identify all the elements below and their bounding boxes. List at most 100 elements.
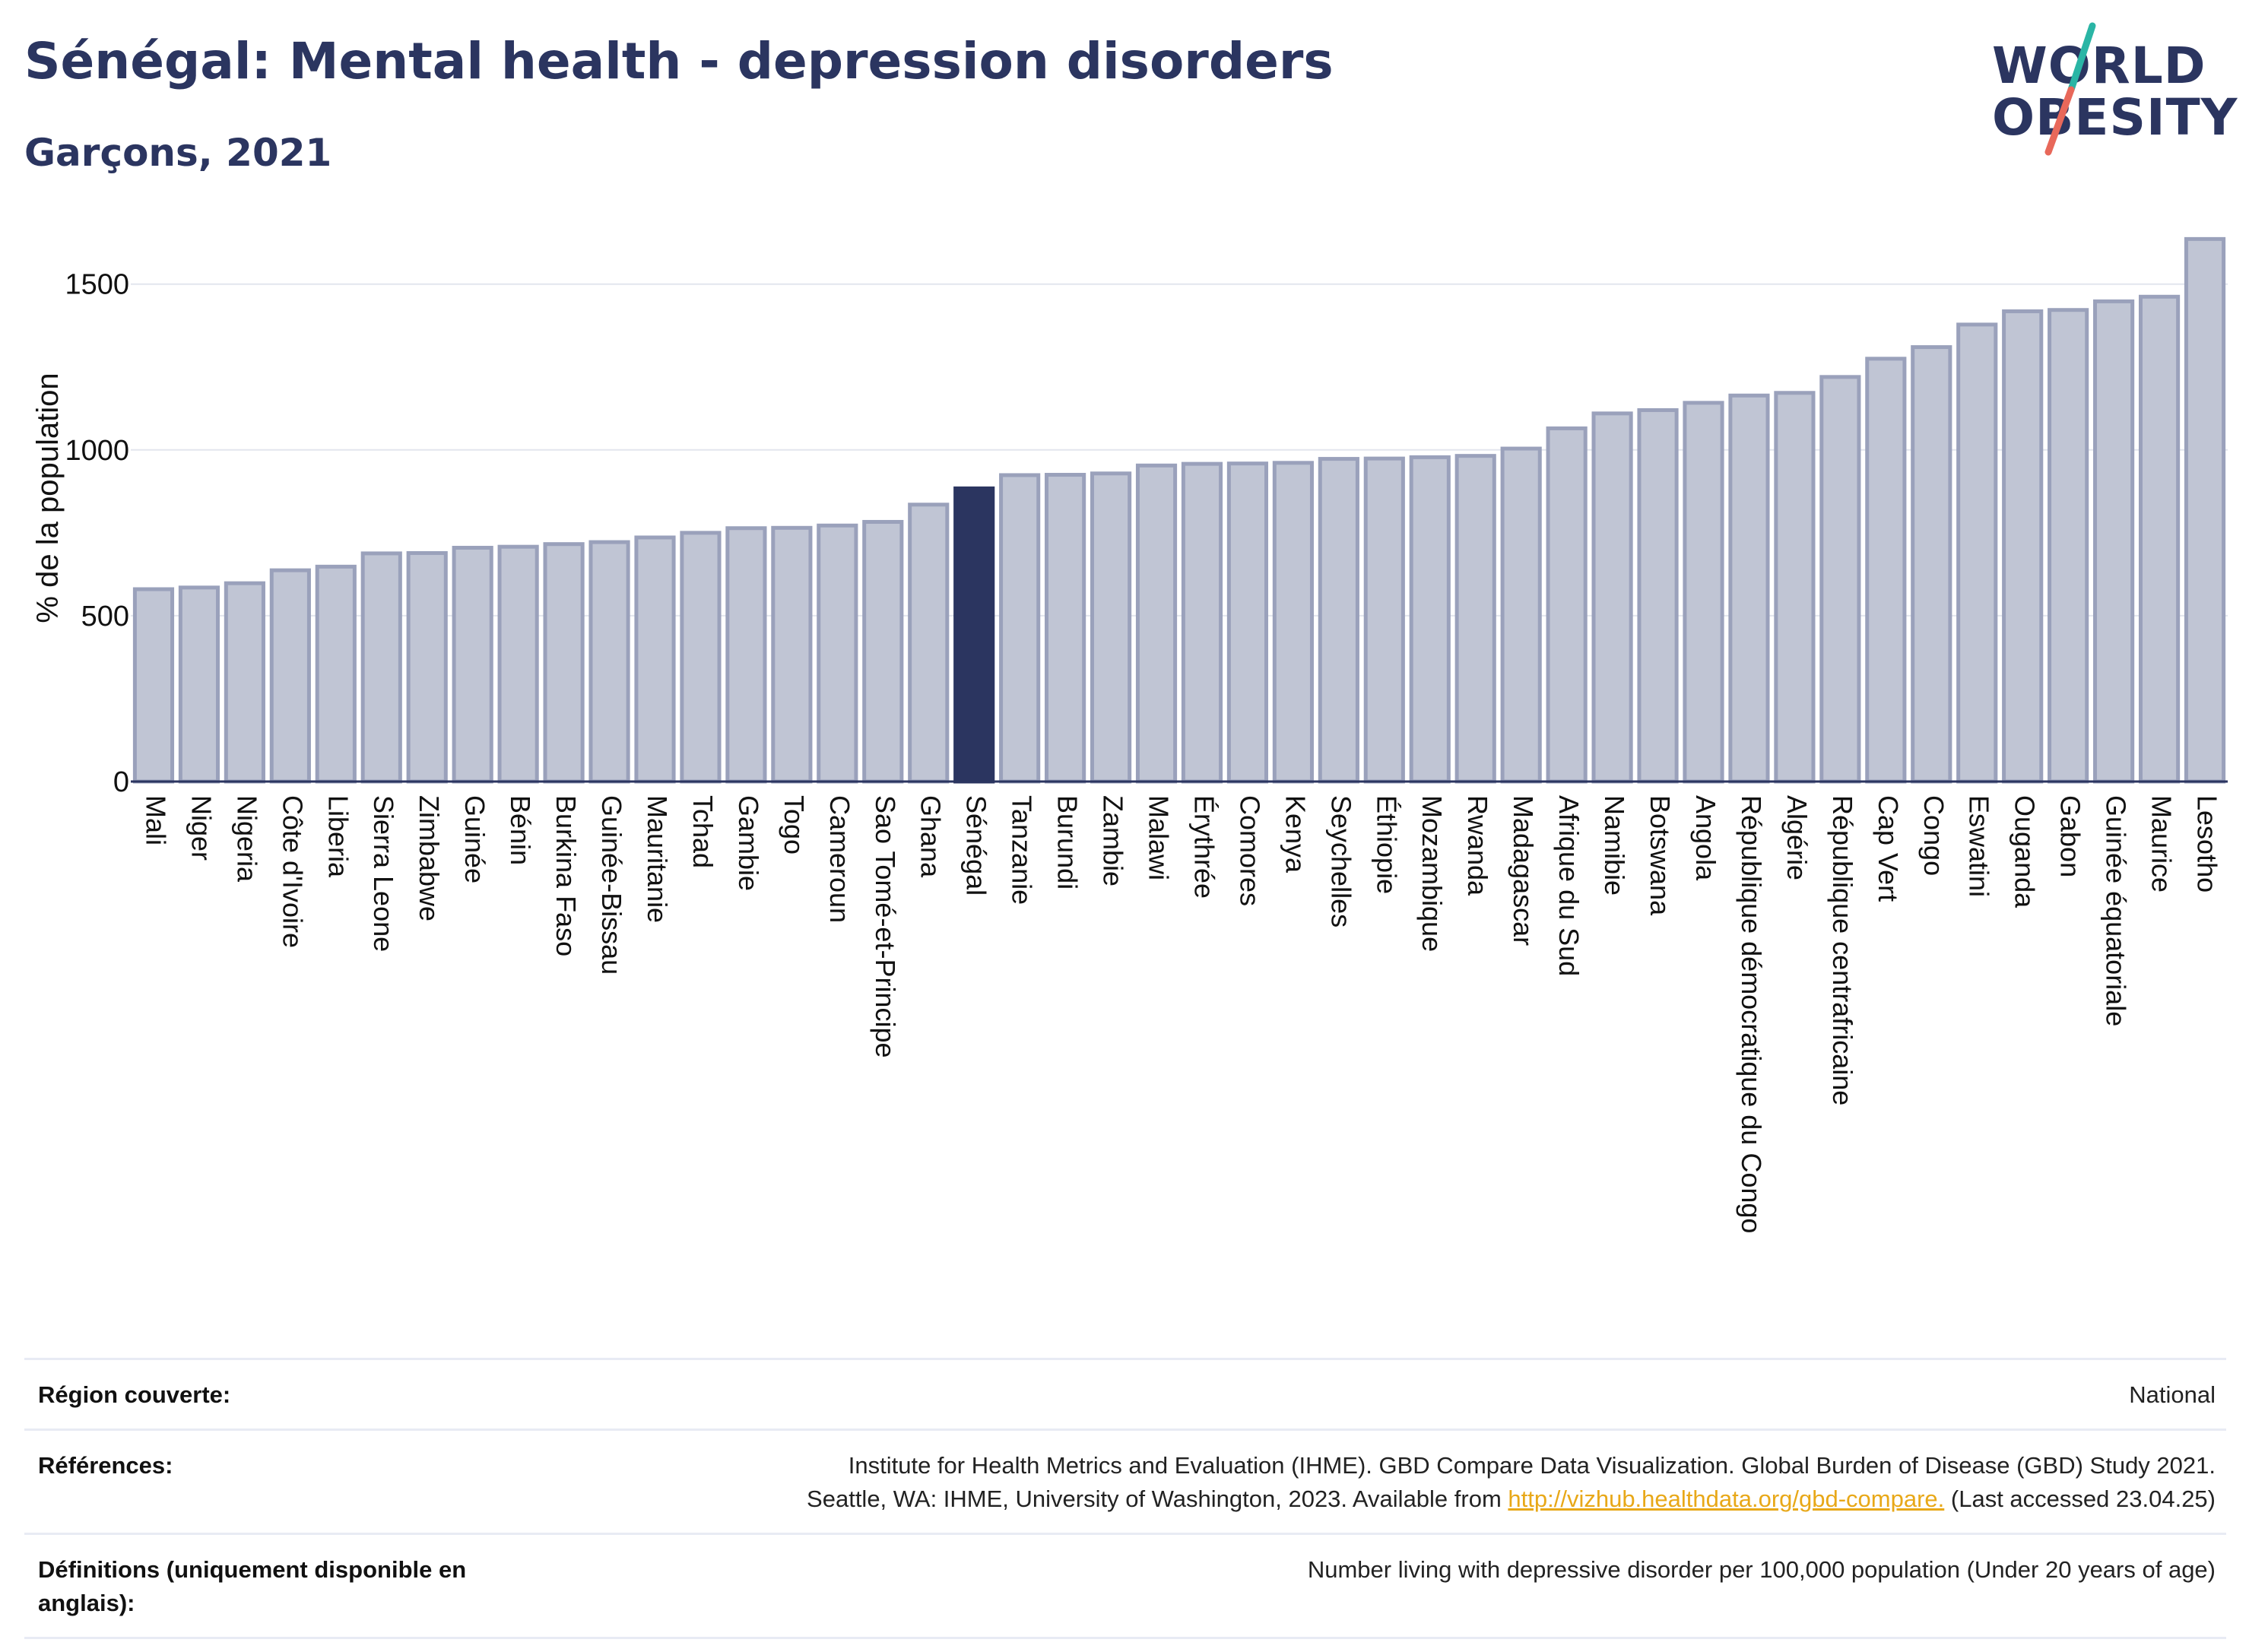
bar [1591, 411, 1633, 784]
world-obesity-logo: WORLD OBESITY [1977, 21, 2238, 158]
bar [2138, 294, 2181, 784]
x-tick-label: Sao Tomé-et-Principe [870, 795, 901, 1058]
x-tick-label: Sierra Leone [368, 795, 399, 952]
bar [1819, 375, 1861, 784]
x-tick-label: Kenya [1280, 795, 1311, 874]
bar [2048, 308, 2089, 784]
x-tick-label: Liberia [322, 795, 354, 878]
definitions-value: Number living with depressive disorder p… [1307, 1556, 2216, 1583]
y-tick-label: 1000 [65, 435, 129, 467]
x-tick-label: Algérie [1781, 795, 1813, 880]
x-tick-label: Angola [1690, 795, 1721, 881]
tick-labels: 0 500 1000 1500 Mali Niger Nigeria Côte d'Ivoir… [65, 269, 2222, 1234]
x-tick-label: Cap Vert [1873, 795, 1904, 902]
bar [1318, 457, 1359, 784]
x-tick-label: Rwanda [1462, 795, 1493, 896]
bar [315, 564, 357, 784]
references-label: Références: [38, 1452, 173, 1479]
bar [178, 585, 220, 784]
logo-line-obesity: OBESITY [1992, 88, 2238, 147]
x-tick-label: Guinée équatoriale [2101, 795, 2132, 1026]
bar [224, 581, 265, 784]
x-tick-label: Madagascar [1508, 795, 1539, 946]
bar [2184, 236, 2226, 784]
bar [1546, 426, 1588, 784]
bar [1865, 357, 1907, 784]
bar [725, 526, 767, 784]
bar [771, 525, 813, 784]
bar [1728, 393, 1770, 784]
region-label: Région couverte: [38, 1381, 231, 1408]
bar [1226, 461, 1269, 784]
x-tick-label: Eswatini [1964, 795, 1995, 897]
logo-slash-icon [2044, 22, 2096, 156]
x-tick-label: Guinée [459, 795, 490, 883]
chart-title: Sénégal: Mental health - depression diso… [24, 32, 1334, 90]
x-tick-label: République démocratique du Congo [1736, 795, 1767, 1233]
x-tick-label: Gabon [2055, 795, 2086, 877]
x-tick-label: Mozambique [1416, 795, 1448, 952]
definitions-label: Définitions (uniquement disponible en an… [38, 1556, 467, 1616]
x-tick-label: Nigeria [231, 795, 262, 883]
references-line-1: Institute for Health Metrics and Evaluat… [848, 1452, 2216, 1479]
references-accessed: (Last accessed 23.04.25) [1944, 1486, 2216, 1512]
bar [634, 535, 676, 784]
x-tick-label: Botswana [1645, 795, 1676, 916]
bar [588, 540, 630, 784]
x-tick-label: Comores [1234, 795, 1265, 906]
bar-highlight [953, 486, 995, 784]
x-tick-label: Tchad [687, 795, 718, 868]
x-tick-label: Afrique du Sud [1553, 795, 1584, 976]
bar [132, 587, 175, 784]
x-tick-label: Maurice [2146, 795, 2178, 893]
bar [817, 523, 858, 784]
bar [1090, 471, 1132, 784]
footer-row-region: Région couverte: National [24, 1358, 2226, 1428]
logo-line-world: WORLD [1992, 36, 2206, 95]
x-tick-label: Bénin [505, 795, 536, 865]
x-tick-label: Zimbabwe [414, 795, 445, 921]
y-tick-label: 1500 [65, 269, 129, 301]
references-line-2: Seattle, WA: IHME, University of Washing… [807, 1482, 2216, 1516]
x-tick-label: Érythrée [1188, 795, 1220, 899]
x-tick-label: Cameroun [824, 795, 855, 923]
bar [1637, 407, 1679, 784]
footer-table: Région couverte: National Références: In… [24, 1358, 2226, 1639]
chart-subtitle: Garçons, 2021 [24, 131, 332, 175]
bar [2002, 309, 2044, 784]
bar [1956, 322, 1998, 784]
x-tick-label: Guinée-Bissau [596, 795, 627, 975]
bar [908, 503, 950, 784]
x-tick-label: Tanzanie [1007, 795, 1038, 905]
x-tick-label: Mali [140, 795, 171, 845]
x-tick-label: Sénégal [961, 795, 992, 896]
x-tick-label: Mauritanie [642, 795, 673, 923]
bar [406, 550, 448, 784]
bar [452, 545, 493, 784]
x-tick-label: Namibie [1599, 795, 1630, 896]
bar [1683, 401, 1724, 784]
references-link[interactable]: http://vizhub.healthdata.org/gbd-compare… [1508, 1486, 1945, 1512]
bar [1774, 391, 1816, 784]
x-tick-label: Ouganda [2010, 795, 2041, 908]
bar [1135, 463, 1178, 784]
x-tick-label: Burkina Faso [550, 795, 582, 956]
x-tick-label: Seychelles [1325, 795, 1356, 927]
x-tick-label: Lesotho [2192, 795, 2223, 893]
bar [680, 531, 722, 784]
references-text: Seattle, WA: IHME, University of Washing… [807, 1486, 1508, 1512]
bar [1500, 446, 1542, 784]
y-tick-label: 0 [113, 766, 129, 798]
bar [2093, 299, 2135, 784]
footer-row-references: Références: Institute for Health Metrics… [24, 1428, 2226, 1533]
x-tick-label: Malawi [1144, 795, 1175, 880]
bar [1181, 461, 1223, 784]
x-tick-label: Togo [779, 795, 810, 855]
bar [1045, 473, 1086, 784]
bar [862, 519, 904, 784]
footer-row-definitions: Définitions (uniquement disponible en an… [24, 1533, 2226, 1639]
x-tick-label: Ghana [915, 795, 947, 878]
y-axis-label: % de la population [31, 373, 65, 623]
bar [360, 551, 402, 784]
x-tick-label: Côte d'Ivoire [277, 795, 308, 948]
